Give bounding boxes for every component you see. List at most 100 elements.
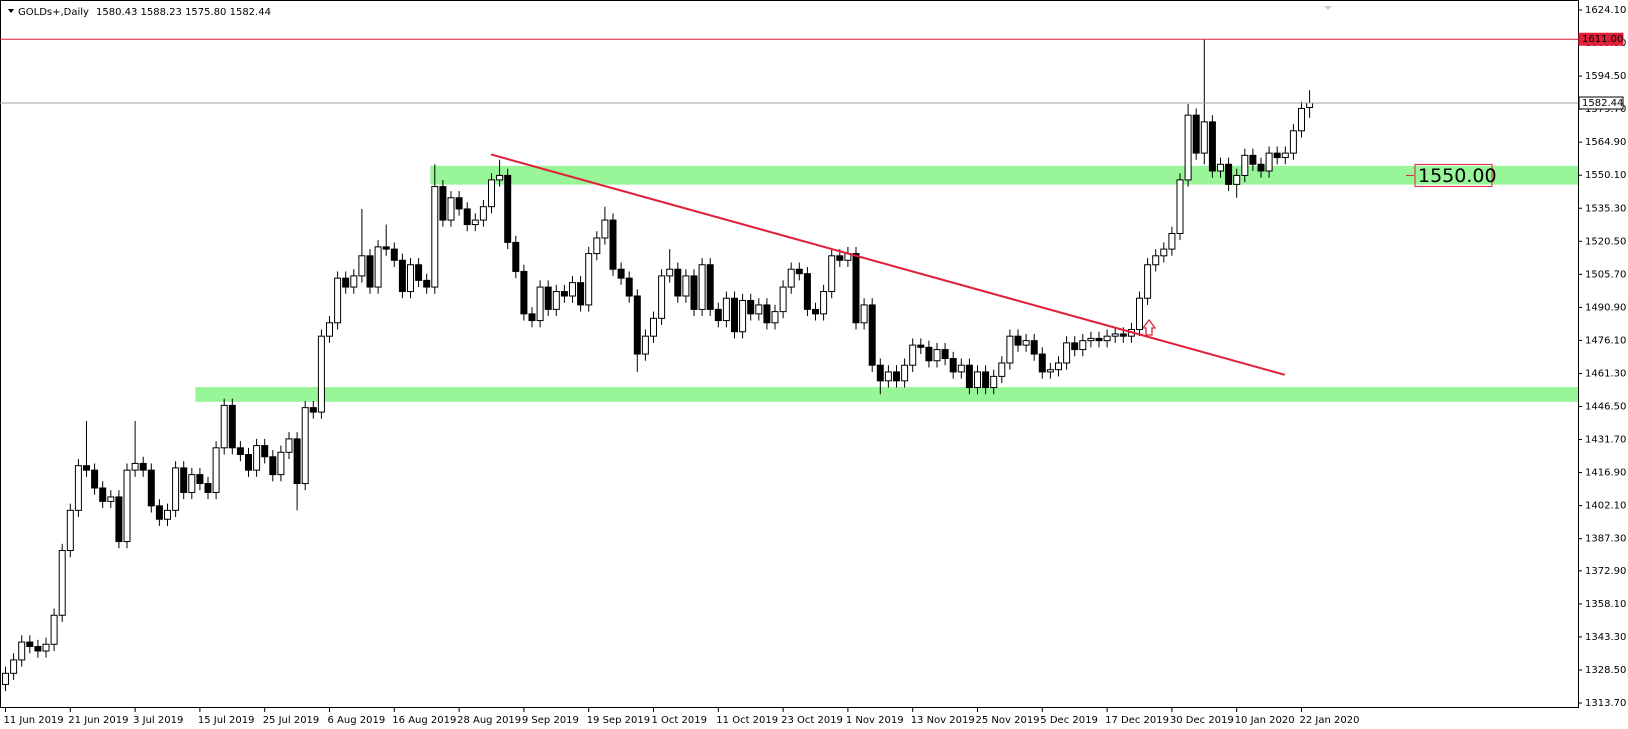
candle-body: [949, 358, 957, 373]
y-tick-label: 1476.10: [1585, 335, 1626, 346]
candle-body: [34, 646, 42, 652]
candle-body: [722, 297, 730, 322]
candle-body: [245, 454, 252, 471]
candle-body: [261, 445, 269, 458]
plot-frame: [0, 0, 1579, 708]
candle-body: [787, 268, 795, 288]
candle-body: [236, 447, 244, 456]
candle-body: [990, 375, 998, 389]
candle-body: [317, 335, 325, 413]
x-tick-label: 28 Aug 2019: [457, 715, 521, 726]
y-tick-label: 1505.70: [1585, 269, 1626, 280]
candle-body: [601, 219, 609, 239]
candle-body: [933, 349, 941, 362]
candle-body: [42, 643, 50, 652]
price-level-box: [1578, 96, 1624, 110]
candle-body: [803, 273, 811, 310]
candle-body: [633, 295, 641, 355]
candle-body: [342, 277, 350, 288]
candle-body: [609, 219, 617, 270]
candle-body: [1079, 340, 1087, 351]
annotation-box: [1414, 163, 1493, 187]
candle-body: [164, 509, 171, 520]
candle-body: [334, 277, 342, 324]
candle-body: [1095, 337, 1103, 342]
candle-body: [1168, 232, 1176, 250]
candle-body: [520, 270, 528, 315]
candle-body: [585, 253, 593, 306]
candle-body: [1200, 121, 1208, 154]
candle-body: [795, 268, 803, 275]
candle-body: [755, 304, 763, 315]
candle-body: [1030, 340, 1038, 355]
candle-body: [1063, 342, 1071, 364]
x-tick-label: 16 Aug 2019: [392, 715, 456, 726]
candle-body: [1257, 163, 1265, 172]
x-tick-label: 1 Nov 2019: [846, 715, 904, 726]
candle-body: [220, 404, 228, 449]
candle-body: [326, 322, 333, 337]
x-tick-label: 15 Jul 2019: [198, 715, 255, 726]
candle-body: [998, 362, 1006, 377]
candle-body: [747, 299, 755, 315]
menu-triangle[interactable]: [8, 9, 14, 13]
x-tick-label: 3 Jul 2019: [133, 715, 183, 726]
candle-body: [1208, 121, 1216, 172]
y-tick-label: 1416.90: [1585, 468, 1626, 479]
support-zone: [195, 387, 1578, 402]
candle-body: [552, 291, 560, 310]
y-tick-label: 1624.10: [1585, 5, 1626, 16]
candle-body: [974, 371, 981, 389]
candle-body: [155, 505, 163, 520]
candle-body: [269, 456, 277, 476]
candle-body: [1298, 107, 1305, 132]
x-tick-label: 22 Jan 2020: [1300, 715, 1360, 726]
candle-body: [771, 311, 779, 324]
candle-body: [1241, 154, 1249, 176]
candle-body: [147, 469, 155, 507]
candle-body: [180, 467, 188, 493]
candle-body: [358, 255, 366, 277]
x-tick-label: 25 Jul 2019: [263, 715, 320, 726]
candle-body: [1111, 333, 1119, 337]
candle-body: [2, 672, 9, 685]
candle-body: [10, 659, 18, 674]
candle-body: [390, 248, 398, 261]
y-tick-label: 1387.30: [1585, 534, 1626, 545]
candle-body: [852, 253, 860, 324]
x-tick-label: 17 Dec 2019: [1105, 715, 1169, 726]
candle-body: [253, 445, 261, 471]
candle-body: [1055, 362, 1062, 371]
candle-body: [83, 465, 90, 471]
candle-body: [1225, 163, 1233, 185]
candle-body: [965, 364, 973, 389]
candle-body: [1119, 333, 1127, 337]
y-tick-label: 1550.10: [1585, 170, 1626, 181]
candle-body: [884, 371, 892, 382]
candle-body: [1192, 114, 1200, 154]
candle-body: [860, 304, 868, 324]
candle-body: [18, 641, 26, 661]
y-tick-label: 1446.50: [1585, 402, 1626, 413]
candle-body: [828, 255, 836, 293]
candle-body: [739, 299, 747, 333]
price-level-label: 1611.00: [1582, 34, 1623, 45]
y-tick-label: 1328.50: [1585, 665, 1626, 676]
candle-body: [1281, 152, 1289, 159]
candle-body: [366, 255, 374, 288]
candle-body: [91, 469, 99, 489]
x-tick-label: 23 Oct 2019: [781, 715, 843, 726]
candle-body: [488, 179, 495, 208]
candle-body: [779, 286, 787, 313]
y-tick-label: 1431.70: [1585, 435, 1626, 446]
candle-body: [285, 438, 293, 453]
candle-body: [512, 241, 520, 272]
candle-body: [682, 275, 690, 297]
candle-body: [309, 407, 317, 413]
candle-body: [1217, 163, 1224, 172]
candle-body: [26, 641, 34, 648]
candle-body: [374, 246, 382, 288]
candle-body: [957, 364, 965, 373]
y-tick-label: 1461.30: [1585, 368, 1626, 379]
